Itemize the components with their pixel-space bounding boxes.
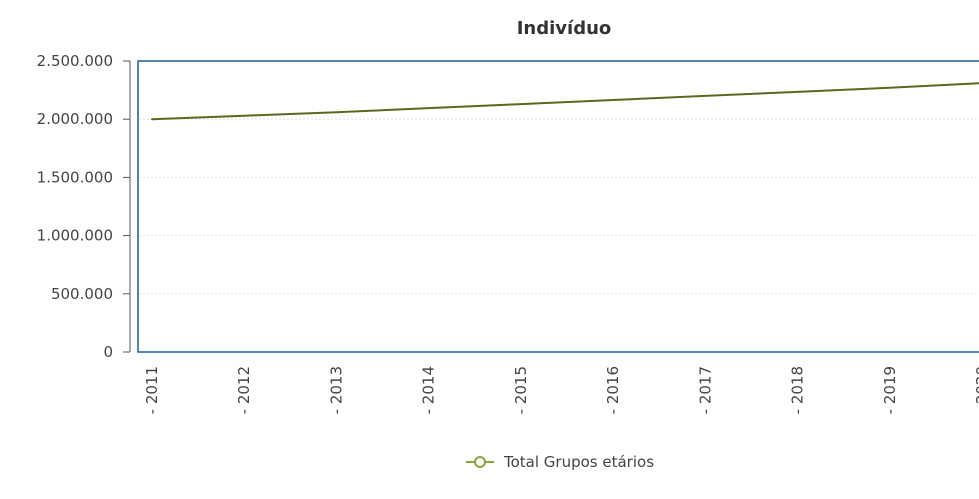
x-tick-label: - 2015 — [512, 366, 530, 414]
plot-area — [137, 60, 979, 353]
x-tick-label: - 2013 — [327, 366, 345, 414]
x-tick-label: - 2020 — [973, 366, 979, 414]
legend-marker — [474, 456, 486, 468]
y-tick-label: 0 — [103, 343, 113, 361]
y-tick-label: 1.500.000 — [37, 168, 113, 186]
x-tick-label: - 2011 — [143, 366, 161, 414]
x-tick-label: - 2018 — [789, 366, 807, 414]
x-tick-label: - 2016 — [604, 366, 622, 414]
y-axis-ticks: 0 500.000 1.000.000 1.500.000 2.000.000 2.500… — [37, 52, 130, 361]
x-tick-label: - 2012 — [235, 366, 253, 414]
y-tick-label: 2.000.000 — [37, 110, 113, 128]
y-tick-label: 2.500.000 — [37, 52, 113, 70]
chart-title: Indivíduo — [517, 18, 612, 39]
legend-label: Total Grupos etários — [503, 453, 654, 471]
x-axis-ticks: - 2011 - 2012 - 2013 - 2014 - 2015 - 2016 - 20… — [143, 366, 979, 414]
series-line — [151, 82, 979, 121]
y-tick-label: 1.000.000 — [37, 227, 113, 245]
y-tick-label: 500.000 — [51, 285, 113, 303]
x-tick-label: - 2019 — [881, 366, 899, 414]
legend[interactable]: Total Grupos etários — [466, 453, 654, 471]
series-layer — [151, 82, 979, 121]
grid-lines — [139, 118, 979, 295]
x-tick-label: - 2017 — [696, 366, 714, 414]
x-tick-label: - 2014 — [420, 366, 438, 414]
